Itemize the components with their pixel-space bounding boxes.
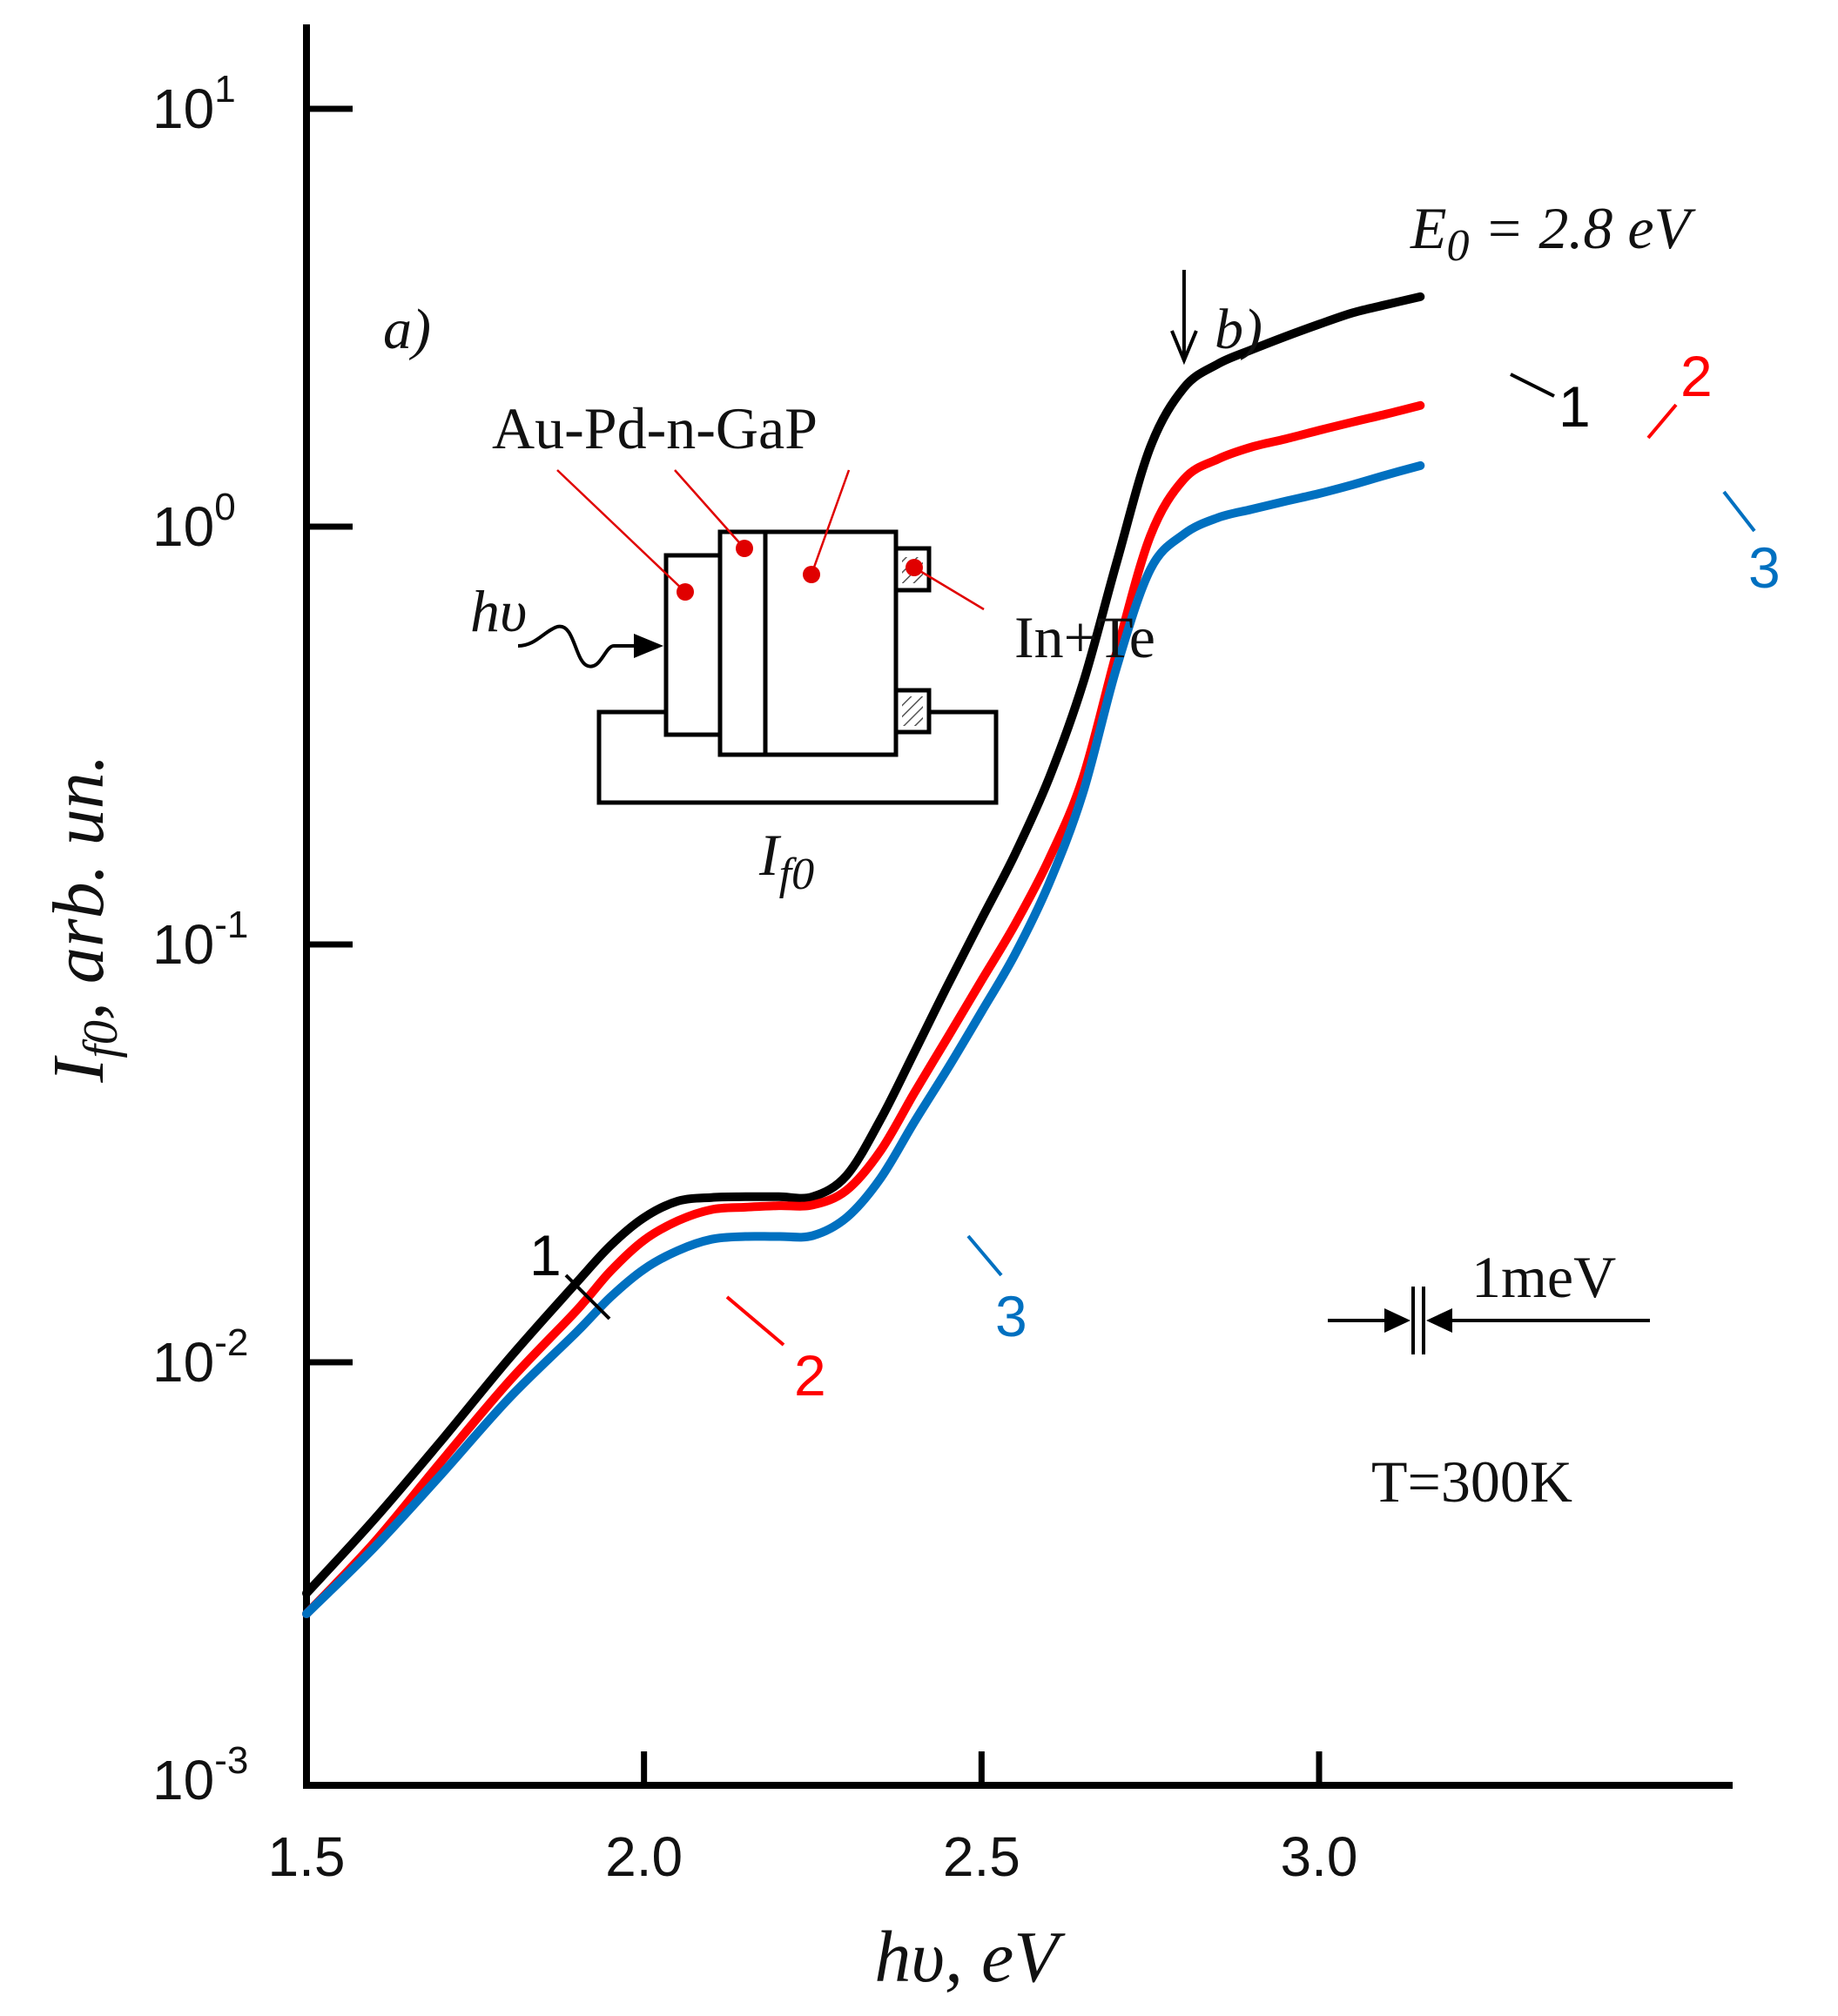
y-tick-label: 101 bbox=[152, 68, 236, 140]
y-tick-label: 10-3 bbox=[152, 1739, 248, 1811]
resolution-marker: 1meV bbox=[1328, 1244, 1650, 1354]
series-3-line bbox=[302, 460, 1425, 1618]
light-wave-arrow bbox=[517, 624, 640, 669]
x-tick-label: 3.0 bbox=[1281, 1825, 1358, 1888]
y-axis-title: If0, arb. un. bbox=[38, 754, 128, 1083]
marker-dot-gap bbox=[803, 566, 820, 583]
leader-3-bottom bbox=[966, 1234, 1003, 1277]
structure-label: Au-Pd-n-GaP bbox=[492, 395, 818, 461]
x-tick-label: 2.5 bbox=[943, 1825, 1020, 1888]
curve-label-1-top: 1 bbox=[1559, 374, 1591, 439]
light-arrow-head bbox=[634, 634, 663, 658]
leader-3-top bbox=[1722, 490, 1756, 533]
leader-2-top bbox=[1646, 403, 1678, 440]
y-ticks: 10-3 10-2 10-1 100 101 bbox=[152, 68, 353, 1811]
leader-1-bottom bbox=[564, 1273, 611, 1320]
series-1-line bbox=[302, 292, 1425, 1598]
energy-label: E0 = 2.8 eV bbox=[1410, 195, 1697, 271]
marker-dot-contact bbox=[906, 559, 923, 576]
curve-label-2-top: 2 bbox=[1680, 344, 1713, 408]
marker-dot-au bbox=[677, 583, 694, 601]
y-tick-label: 10-2 bbox=[152, 1321, 248, 1394]
x-tick-label: 2.0 bbox=[605, 1825, 683, 1888]
current-label: If0 bbox=[758, 822, 814, 899]
energy-arrow bbox=[1170, 270, 1198, 366]
data-series bbox=[302, 292, 1425, 1618]
x-ticks: 1.5 2.0 2.5 3.0 bbox=[268, 1751, 1358, 1888]
pd-layer bbox=[717, 529, 768, 757]
series-2-line bbox=[302, 400, 1425, 1618]
curve-label-3-top: 3 bbox=[1748, 535, 1781, 600]
au-layer bbox=[663, 553, 723, 737]
contact-label: In+Te bbox=[1014, 604, 1155, 670]
y-tick-label: 100 bbox=[152, 486, 236, 558]
marker-dot-pd bbox=[736, 540, 753, 557]
temperature-label: T=300K bbox=[1371, 1448, 1572, 1515]
gap-layer bbox=[763, 529, 899, 757]
x-axis-title: hυ, eV bbox=[874, 1917, 1066, 1998]
curve-labels-bottom: 1 2 3 bbox=[529, 1223, 1027, 1408]
x-tick-label: 1.5 bbox=[268, 1825, 346, 1888]
panel-label-a: a) bbox=[383, 298, 431, 361]
curve-label-1-bottom: 1 bbox=[529, 1223, 562, 1287]
axes bbox=[303, 24, 1733, 1789]
curve-labels-top: 1 2 3 bbox=[1510, 344, 1781, 600]
device-inset: Au-Pd-n-GaP In+Te hυ If0 bbox=[470, 395, 1155, 899]
panel-label-b: b) bbox=[1215, 298, 1262, 361]
resolution-label: 1meV bbox=[1471, 1244, 1616, 1310]
leader-1-top bbox=[1510, 373, 1555, 398]
light-label: hυ bbox=[470, 578, 527, 644]
curve-label-2-bottom: 2 bbox=[794, 1343, 826, 1408]
leader-2-bottom bbox=[725, 1295, 785, 1347]
y-tick-label: 10-1 bbox=[152, 904, 248, 976]
curve-label-3-bottom: 3 bbox=[995, 1284, 1027, 1348]
